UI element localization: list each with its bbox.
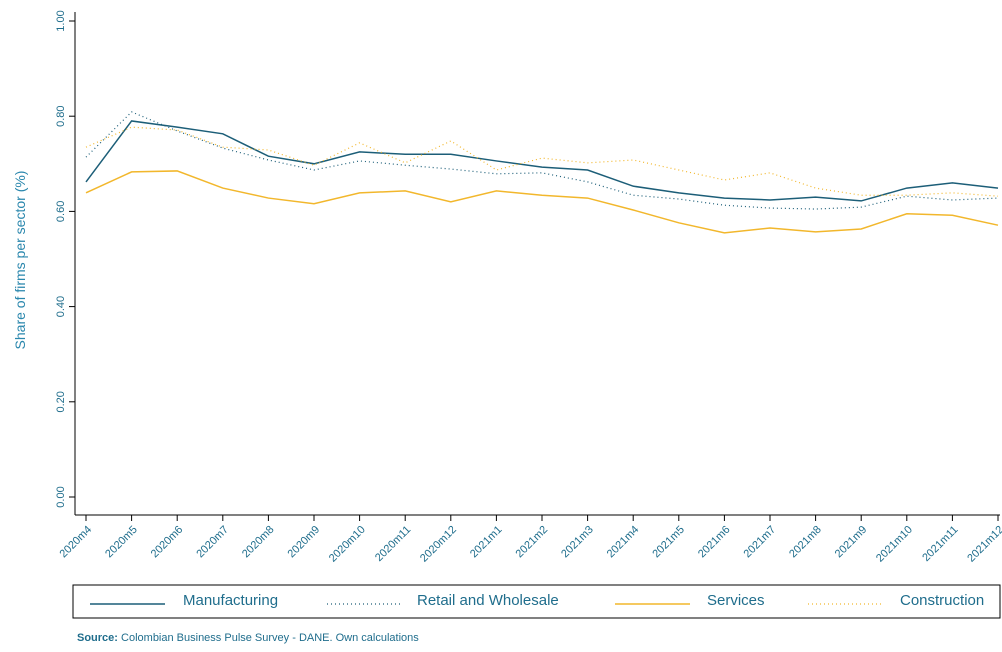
- y-tick-label: 0.60: [55, 201, 67, 222]
- legend-label: Retail and Wholesale: [417, 592, 559, 609]
- x-tick-label: 2020m7: [194, 524, 231, 561]
- x-tick-label: 2021m8: [787, 524, 824, 561]
- x-tick-label: 2020m6: [149, 524, 186, 561]
- x-tick-label: 2021m1: [468, 524, 505, 561]
- x-tick-label: 2021m10: [874, 524, 915, 565]
- x-tick-label: 2020m12: [418, 524, 459, 565]
- x-tick-label: 2021m6: [696, 524, 733, 561]
- legend-box: [72, 584, 1001, 619]
- x-tick-label: 2020m4: [58, 524, 95, 561]
- y-axis-label: Share of firms per sector (%): [12, 171, 28, 350]
- x-tick-label: 2020m8: [240, 524, 277, 561]
- series-line: [85, 120, 999, 202]
- series-line: [85, 111, 999, 210]
- series-line: [85, 126, 999, 197]
- source-text: Colombian Business Pulse Survey - DANE. …: [121, 632, 419, 644]
- y-tick-label: 0.20: [55, 391, 67, 412]
- x-tick-label: 2021m11: [920, 524, 960, 564]
- source-note: Source: Colombian Business Pulse Survey …: [77, 632, 419, 644]
- series-line: [85, 170, 999, 234]
- x-tick-label: 2020m5: [103, 524, 140, 561]
- y-tick-label: 0.00: [55, 486, 67, 507]
- x-tick-label: 2021m7: [742, 524, 779, 561]
- x-tick-label: 2021m3: [559, 524, 596, 561]
- y-tick-label: 1.00: [55, 10, 67, 31]
- x-tick-label: 2020m11: [373, 524, 413, 564]
- x-tick-label: 2021m4: [605, 524, 642, 561]
- legend-label: Manufacturing: [183, 592, 278, 609]
- source-label: Source:: [77, 632, 118, 644]
- x-tick-label: 2021m9: [833, 524, 870, 561]
- legend-label: Construction: [900, 592, 984, 609]
- x-tick-label: 2020m10: [327, 524, 368, 565]
- x-tick-label: 2021m2: [514, 524, 551, 561]
- x-tick-label: 2021m12: [965, 524, 1002, 565]
- x-tick-label: 2021m5: [650, 524, 687, 561]
- legend-label: Services: [707, 592, 765, 609]
- y-tick-label: 0.40: [55, 296, 67, 317]
- y-tick-label: 0.80: [55, 105, 67, 126]
- x-tick-label: 2020m9: [286, 524, 323, 561]
